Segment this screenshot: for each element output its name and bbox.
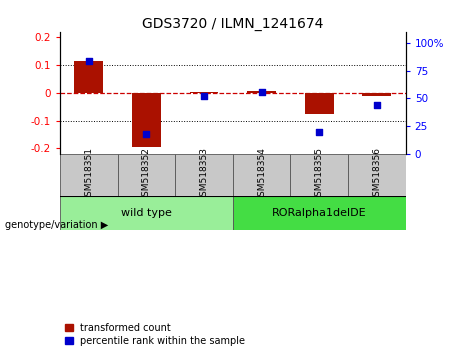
- Text: GSM518355: GSM518355: [315, 147, 324, 202]
- Point: [200, 93, 207, 99]
- Text: RORalpha1delDE: RORalpha1delDE: [272, 208, 366, 218]
- Point: [258, 89, 266, 95]
- FancyBboxPatch shape: [233, 196, 406, 230]
- Text: GSM518353: GSM518353: [200, 147, 208, 202]
- Bar: [132, 93, 161, 147]
- Bar: [305, 93, 334, 114]
- Point: [85, 58, 92, 63]
- FancyBboxPatch shape: [118, 154, 175, 196]
- Bar: [362, 93, 391, 96]
- Legend: transformed count, percentile rank within the sample: transformed count, percentile rank withi…: [65, 323, 245, 346]
- FancyBboxPatch shape: [290, 154, 348, 196]
- Bar: [74, 61, 103, 93]
- Title: GDS3720 / ILMN_1241674: GDS3720 / ILMN_1241674: [142, 17, 324, 31]
- Text: wild type: wild type: [121, 208, 172, 218]
- Point: [142, 131, 150, 137]
- FancyBboxPatch shape: [348, 154, 406, 196]
- Text: genotype/variation ▶: genotype/variation ▶: [5, 220, 108, 230]
- Point: [315, 129, 323, 135]
- FancyBboxPatch shape: [175, 154, 233, 196]
- Bar: [247, 91, 276, 93]
- Point: [373, 102, 381, 108]
- Text: GSM518352: GSM518352: [142, 147, 151, 202]
- FancyBboxPatch shape: [60, 196, 233, 230]
- FancyBboxPatch shape: [60, 154, 118, 196]
- Text: GSM518354: GSM518354: [257, 147, 266, 202]
- FancyBboxPatch shape: [233, 154, 290, 196]
- Text: GSM518351: GSM518351: [84, 147, 93, 202]
- Text: GSM518356: GSM518356: [372, 147, 381, 202]
- Bar: [189, 92, 219, 93]
